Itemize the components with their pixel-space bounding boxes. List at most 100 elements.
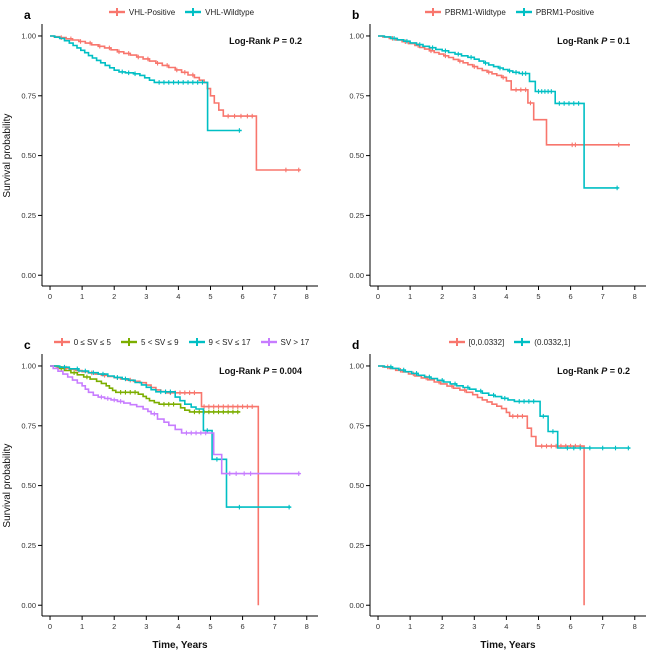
svg-text:Time, Years: Time, Years (152, 640, 208, 651)
legend-item: PBRM1-Wildtype (424, 7, 506, 17)
legend-key-icon (260, 338, 277, 346)
svg-text:0.00: 0.00 (349, 601, 364, 610)
logrank-p-symbol: P (273, 36, 280, 46)
logrank-value: = 0.2 (281, 36, 302, 46)
svg-text:0.00: 0.00 (21, 601, 36, 610)
svg-text:5: 5 (208, 292, 212, 301)
legend-d: [0,0.0332] (0.0332,1] (364, 337, 654, 347)
svg-text:7: 7 (601, 622, 605, 631)
legend-key-icon (514, 338, 531, 346)
legend-key-icon (448, 338, 465, 346)
svg-text:0: 0 (376, 622, 380, 631)
svg-text:0.50: 0.50 (349, 151, 364, 160)
logrank-p-symbol: P (263, 366, 270, 376)
svg-text:0.75: 0.75 (349, 421, 364, 430)
svg-text:0: 0 (48, 292, 52, 301)
svg-text:0: 0 (376, 292, 380, 301)
svg-text:2: 2 (440, 292, 444, 301)
logrank-value: = 0.1 (609, 36, 630, 46)
legend-key-icon (424, 8, 441, 16)
logrank-p-symbol: P (601, 36, 608, 46)
svg-text:3: 3 (472, 292, 476, 301)
svg-text:4: 4 (176, 622, 180, 631)
legend-label: VHL-Wildtype (205, 7, 255, 17)
legend-label: 9 < SV ≤ 17 (208, 337, 251, 347)
svg-text:0: 0 (48, 622, 52, 631)
panel-letter-a: a (24, 8, 31, 22)
svg-text:5: 5 (536, 622, 540, 631)
svg-text:7: 7 (601, 292, 605, 301)
legend-key-icon (188, 338, 205, 346)
logrank-value: = 0.2 (609, 366, 630, 376)
km-plot-c: 0 1 2 3 4 5 6 7 8 0.00 0.25 0.50 0.75 1.00 Survival pr… (2, 354, 318, 651)
logrank-prefix: Log-Rank (219, 366, 261, 376)
legend-label: 0 ≤ SV ≤ 5 (73, 337, 112, 347)
svg-text:1.00: 1.00 (21, 362, 36, 371)
svg-text:1: 1 (80, 292, 84, 301)
logrank-p-symbol: P (601, 366, 608, 376)
svg-text:0.25: 0.25 (349, 541, 364, 550)
svg-text:3: 3 (472, 622, 476, 631)
legend-label: SV > 17 (280, 337, 310, 347)
svg-text:1.00: 1.00 (21, 32, 36, 41)
logrank-prefix: Log-Rank (557, 366, 599, 376)
panel-letter-d: d (352, 338, 360, 352)
svg-text:0.50: 0.50 (349, 481, 364, 490)
svg-text:1.00: 1.00 (349, 362, 364, 371)
panel-letter-b: b (352, 8, 360, 22)
svg-text:0.25: 0.25 (349, 211, 364, 220)
svg-text:2: 2 (112, 622, 116, 631)
logrank-annotation-c: Log-Rank P = 0.004 (219, 366, 302, 376)
svg-text:0.50: 0.50 (21, 151, 36, 160)
svg-text:8: 8 (633, 292, 637, 301)
svg-text:Survival probability: Survival probability (2, 444, 13, 528)
km-plot-a: 0 1 2 3 4 5 6 7 8 0.00 0.25 0.50 0.75 1.00 Survival pr… (2, 24, 318, 301)
legend-b: PBRM1-Wildtype PBRM1-Positive (364, 7, 654, 17)
svg-text:0.00: 0.00 (21, 271, 36, 280)
legend-key-icon (185, 8, 202, 16)
logrank-prefix: Log-Rank (229, 36, 271, 46)
svg-text:1: 1 (80, 622, 84, 631)
svg-text:Survival probability: Survival probability (2, 114, 13, 198)
km-plot-b: 0 1 2 3 4 5 6 7 8 0.00 0.25 0.50 0.75 1.00 (349, 24, 646, 301)
panel-c: c 0 ≤ SV ≤ 5 5 < SV ≤ 9 9 < SV ≤ 17 SV > 17… (0, 330, 328, 660)
legend-key-icon (515, 8, 532, 16)
svg-text:1: 1 (408, 622, 412, 631)
legend-c: 0 ≤ SV ≤ 5 5 < SV ≤ 9 9 < SV ≤ 17 SV > 17 (36, 337, 326, 347)
svg-text:4: 4 (176, 292, 180, 301)
svg-text:3: 3 (144, 622, 148, 631)
svg-text:0.50: 0.50 (21, 481, 36, 490)
svg-text:6: 6 (240, 622, 244, 631)
legend-label: (0.0332,1] (534, 337, 571, 347)
legend-item: VHL-Wildtype (184, 7, 254, 17)
legend-a: VHL-Positive VHL-Wildtype (36, 7, 326, 17)
svg-text:0.00: 0.00 (349, 271, 364, 280)
km-plot-d: 0 1 2 3 4 5 6 7 8 0.00 0.25 0.50 0.75 1.00 Time, Years (349, 354, 646, 651)
legend-key-icon (108, 8, 125, 16)
svg-text:4: 4 (504, 292, 508, 301)
legend-key-icon (53, 338, 70, 346)
svg-text:8: 8 (305, 622, 309, 631)
svg-text:5: 5 (536, 292, 540, 301)
svg-text:0.75: 0.75 (21, 421, 36, 430)
logrank-value: = 0.004 (271, 366, 302, 376)
svg-text:5: 5 (208, 622, 212, 631)
panel-d: d [0,0.0332] (0.0332,1] 0 1 2 3 4 5 6 7 8 0.00 0.25… (328, 330, 656, 660)
legend-item: 5 < SV ≤ 9 (120, 337, 179, 347)
svg-text:6: 6 (568, 622, 572, 631)
svg-text:0.25: 0.25 (21, 211, 36, 220)
legend-item: [0,0.0332] (448, 337, 504, 347)
legend-item: PBRM1-Positive (515, 7, 594, 17)
legend-label: PBRM1-Wildtype (444, 7, 506, 17)
panel-letter-c: c (24, 338, 31, 352)
svg-text:7: 7 (273, 292, 277, 301)
legend-item: VHL-Positive (108, 7, 175, 17)
svg-text:2: 2 (112, 292, 116, 301)
logrank-prefix: Log-Rank (557, 36, 599, 46)
legend-label: VHL-Positive (128, 7, 176, 17)
logrank-annotation-b: Log-Rank P = 0.1 (557, 36, 630, 46)
svg-text:8: 8 (633, 622, 637, 631)
svg-text:0.25: 0.25 (21, 541, 36, 550)
logrank-annotation-a: Log-Rank P = 0.2 (229, 36, 302, 46)
